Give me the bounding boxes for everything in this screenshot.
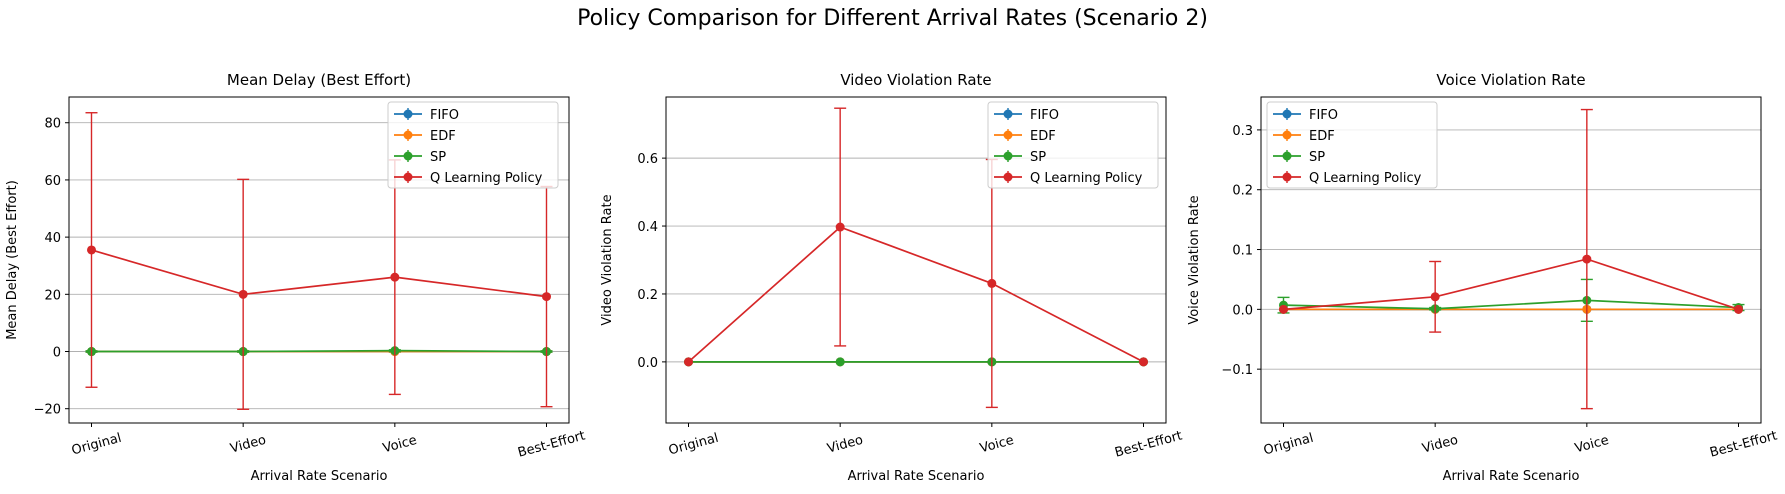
legend-marker bbox=[1003, 151, 1013, 161]
data-point bbox=[1139, 357, 1148, 367]
series-q-learning-policy bbox=[85, 112, 553, 410]
legend-marker bbox=[1003, 130, 1013, 140]
data-point bbox=[987, 278, 997, 288]
x-tick-label: Voice bbox=[381, 433, 418, 456]
subplot-voice-violation-rate: −0.1 0.0 0.1 0.2 0.3 Original Video Voice Best-E… bbox=[1187, 71, 1779, 484]
y-tick-label: 40 bbox=[44, 231, 61, 246]
data-point bbox=[1279, 304, 1288, 314]
y-tick-label: 0.6 bbox=[637, 152, 658, 167]
legend-label: FIFO bbox=[1309, 108, 1338, 123]
y-tick-label: 80 bbox=[44, 117, 61, 132]
legend-label: Q Learning Policy bbox=[1309, 171, 1422, 186]
data-point bbox=[238, 289, 248, 299]
legend-label: Q Learning Policy bbox=[430, 171, 543, 186]
data-point bbox=[1430, 292, 1440, 302]
series-q-learning-policy bbox=[684, 107, 1148, 409]
subplot-mean-delay-best-effort: −20 0 20 40 60 80 Original Video Voice Best-Effor… bbox=[5, 71, 587, 484]
subplot-video-violation-rate: 0.0 0.2 0.4 0.6 Original Video Voice Best-Effor… bbox=[600, 71, 1184, 484]
legend-box bbox=[387, 101, 559, 189]
y-tick-label: 0 bbox=[53, 346, 61, 361]
legend-marker bbox=[1282, 151, 1292, 161]
series-sp bbox=[684, 357, 1148, 367]
data-point bbox=[835, 222, 845, 232]
x-tick-label: Best-Effort bbox=[1113, 428, 1184, 460]
x-tick-label: Video bbox=[826, 433, 865, 457]
x-tick-label: Voice bbox=[978, 433, 1015, 456]
legend-marker bbox=[403, 172, 413, 182]
x-tick-label: Voice bbox=[1573, 433, 1610, 456]
data-point bbox=[87, 245, 96, 255]
legend-label: EDF bbox=[1309, 129, 1335, 144]
legend-box bbox=[1266, 101, 1438, 189]
y-tick-label: 60 bbox=[44, 174, 61, 189]
x-tick-label: Best-Effort bbox=[1708, 428, 1779, 460]
legend-marker bbox=[1282, 172, 1292, 182]
data-point bbox=[835, 357, 845, 367]
legend-marker bbox=[403, 109, 413, 119]
legend: FIFO EDF SP Q Learning Policy bbox=[1266, 101, 1438, 189]
axes-frame bbox=[68, 96, 570, 424]
x-tick-label: Video bbox=[1421, 433, 1460, 457]
legend-box bbox=[987, 101, 1159, 189]
y-tick-label: 0.2 bbox=[1232, 184, 1253, 199]
legend-label: FIFO bbox=[1030, 108, 1059, 123]
figure-title: Policy Comparison for Different Arrival … bbox=[577, 6, 1208, 31]
series-line bbox=[687, 226, 1144, 363]
y-tick-label: 0.4 bbox=[637, 220, 658, 235]
series-line bbox=[91, 349, 547, 353]
x-tick-label: Best-Effort bbox=[516, 428, 587, 460]
y-tick-label: 0.0 bbox=[637, 356, 658, 371]
legend-label: EDF bbox=[430, 129, 456, 144]
legend-label: SP bbox=[430, 150, 446, 165]
legend-marker bbox=[1003, 109, 1013, 119]
x-tick-label: Video bbox=[229, 433, 268, 457]
y-tick-label: 0.0 bbox=[1232, 303, 1253, 318]
x-tick-label: Original bbox=[667, 431, 720, 459]
legend-marker bbox=[403, 130, 413, 140]
subplot-title: Voice Violation Rate bbox=[1436, 71, 1585, 89]
y-tick-label: 20 bbox=[44, 288, 61, 303]
data-point bbox=[542, 292, 551, 302]
axes-frame bbox=[1260, 96, 1762, 424]
legend-marker bbox=[1003, 172, 1013, 182]
axes-frame bbox=[665, 96, 1167, 424]
legend-label: Q Learning Policy bbox=[1030, 171, 1143, 186]
x-axis-label: Arrival Rate Scenario bbox=[251, 469, 388, 484]
x-tick-label: Original bbox=[70, 431, 123, 459]
y-axis-label: Video Violation Rate bbox=[600, 194, 615, 325]
data-point bbox=[390, 272, 400, 282]
subplot-title: Mean Delay (Best Effort) bbox=[227, 71, 411, 89]
series-line bbox=[1283, 258, 1739, 311]
data-point bbox=[1582, 254, 1592, 264]
data-point bbox=[1734, 304, 1743, 314]
x-tick-label: Original bbox=[1262, 431, 1315, 459]
subplot-title: Video Violation Rate bbox=[840, 71, 991, 89]
y-axis-label: Mean Delay (Best Effort) bbox=[5, 180, 20, 340]
legend-marker bbox=[403, 151, 413, 161]
legend-marker bbox=[1282, 130, 1292, 140]
legend-label: EDF bbox=[1030, 129, 1056, 144]
x-axis-label: Arrival Rate Scenario bbox=[1443, 469, 1580, 484]
legend-label: SP bbox=[1030, 150, 1046, 165]
series-line bbox=[1283, 299, 1739, 310]
legend-marker bbox=[1282, 109, 1292, 119]
y-tick-label: −0.1 bbox=[1221, 363, 1253, 378]
legend: FIFO EDF SP Q Learning Policy bbox=[987, 101, 1159, 189]
data-point bbox=[684, 357, 693, 367]
series-sp bbox=[85, 346, 553, 357]
series-q-learning-policy bbox=[1279, 108, 1743, 410]
legend-label: FIFO bbox=[430, 108, 459, 123]
series-sp bbox=[1277, 278, 1745, 323]
y-tick-label: 0.3 bbox=[1232, 124, 1253, 139]
y-tick-label: 0.1 bbox=[1232, 244, 1253, 259]
legend: FIFO EDF SP Q Learning Policy bbox=[387, 101, 559, 189]
x-axis-label: Arrival Rate Scenario bbox=[848, 469, 985, 484]
y-tick-label: −20 bbox=[34, 403, 61, 418]
series-line bbox=[91, 249, 547, 298]
legend-label: SP bbox=[1309, 150, 1325, 165]
y-tick-label: 0.2 bbox=[637, 288, 658, 303]
y-axis-label: Voice Violation Rate bbox=[1187, 195, 1202, 324]
